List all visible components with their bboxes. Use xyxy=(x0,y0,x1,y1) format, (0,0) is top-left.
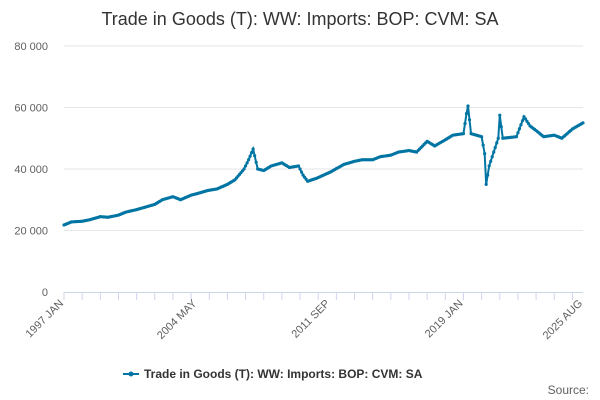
data-point-marker xyxy=(489,159,493,163)
data-point-marker xyxy=(581,121,585,125)
legend-label: Trade in Goods (T): WW: Imports: BOP: CV… xyxy=(144,367,423,381)
data-point-marker xyxy=(299,170,304,174)
data-point-marker xyxy=(464,112,469,116)
x-tick-label: 2019 JAN xyxy=(423,298,466,341)
data-point-marker xyxy=(243,164,248,168)
y-tick-label: 20 000 xyxy=(14,226,48,238)
gridlines xyxy=(64,45,583,231)
data-point-marker xyxy=(250,151,254,155)
x-tick-label: 2025 AUG xyxy=(541,298,585,342)
data-point-marker xyxy=(298,167,302,171)
y-tick-label: 40 000 xyxy=(14,164,48,176)
data-point-marker xyxy=(461,132,466,136)
series-layer xyxy=(62,104,585,227)
x-axis: 1997 JAN 2004 MAY 2011 SEP 2019 JAN 2025 AUG xyxy=(23,292,585,342)
data-point-marker xyxy=(520,119,525,123)
data-point-marker xyxy=(251,147,255,151)
data-point-marker xyxy=(519,123,523,127)
data-point-marker xyxy=(248,154,252,158)
data-point-marker xyxy=(466,104,470,108)
data-point-marker xyxy=(487,164,491,168)
data-point-marker xyxy=(516,131,520,135)
data-point-marker xyxy=(495,141,499,145)
data-point-marker xyxy=(523,117,528,121)
data-point-marker xyxy=(481,143,485,147)
x-tick-label: 2011 SEP xyxy=(289,298,332,341)
data-point-marker xyxy=(467,118,472,122)
chart-title: Trade in Goods (T): WW: Imports: BOP: CV… xyxy=(101,9,498,29)
data-point-marker xyxy=(296,164,301,168)
data-point-marker xyxy=(245,161,249,165)
data-point-marker xyxy=(253,154,257,158)
data-point-marker xyxy=(525,119,529,123)
data-point-marker xyxy=(526,122,531,126)
data-point-marker xyxy=(486,173,490,177)
data-point-marker xyxy=(498,113,502,117)
data-point-marker xyxy=(522,115,526,119)
data-point-marker xyxy=(247,158,251,162)
data-point-marker xyxy=(499,125,503,129)
data-point-marker xyxy=(517,127,522,131)
data-point-marker xyxy=(493,145,497,150)
data-point-marker xyxy=(480,135,484,139)
data-point-marker xyxy=(490,155,494,159)
data-point-marker xyxy=(492,150,496,154)
data-point-marker xyxy=(496,136,500,140)
data-point-marker xyxy=(463,122,467,126)
y-tick-label: 60 000 xyxy=(14,103,48,115)
data-point-marker xyxy=(254,160,258,164)
y-tick-label: 80 000 xyxy=(14,41,48,53)
x-tick-label: 1997 JAN xyxy=(23,298,66,341)
data-point-marker xyxy=(242,167,246,171)
legend-marker-icon xyxy=(128,371,134,377)
data-point-marker xyxy=(484,182,488,186)
data-point-marker xyxy=(514,135,519,139)
source-credit: Source: xyxy=(548,383,589,397)
x-tick-label: 2004 MAY xyxy=(155,297,200,342)
legend[interactable]: Trade in Goods (T): WW: Imports: BOP: CV… xyxy=(123,367,423,381)
data-point-marker xyxy=(483,152,487,156)
y-axis: 0 20 000 40 000 60 000 80 000 xyxy=(14,41,48,299)
y-tick-label: 0 xyxy=(42,287,48,299)
